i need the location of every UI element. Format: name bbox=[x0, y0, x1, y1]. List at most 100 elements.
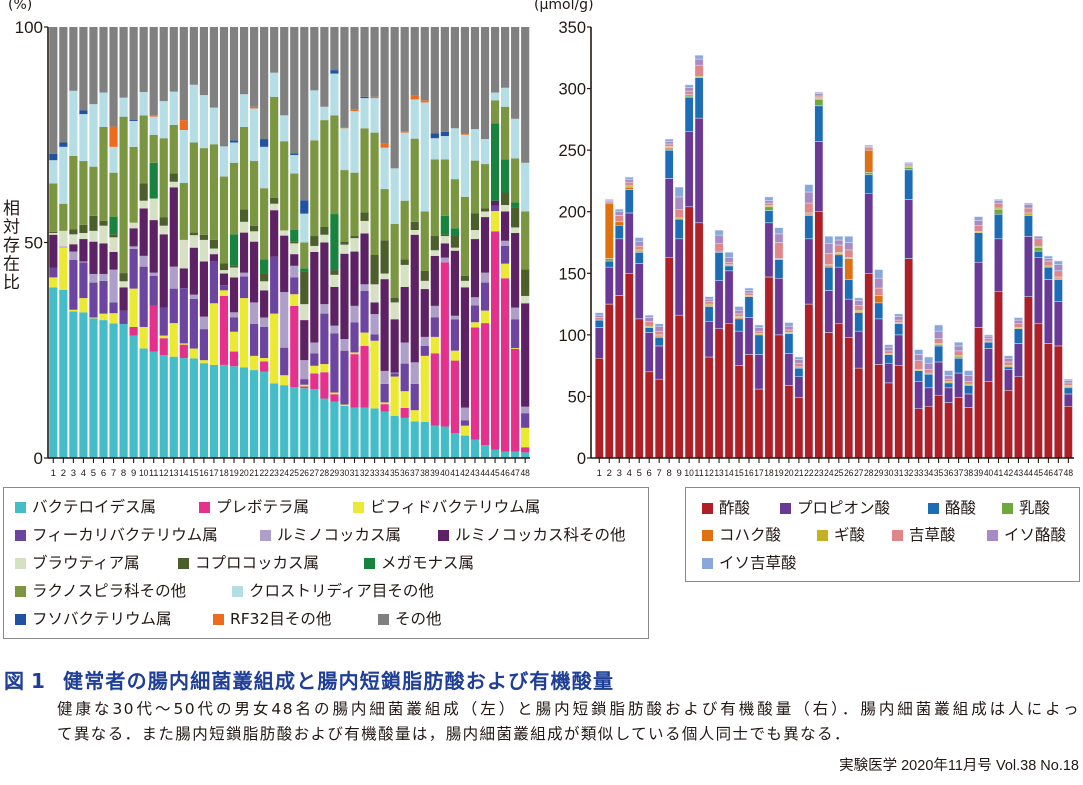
bar-segment bbox=[340, 404, 349, 406]
bar-segment bbox=[501, 159, 510, 193]
bar-segment bbox=[1044, 343, 1053, 459]
stacked-bar-42 bbox=[460, 27, 470, 458]
bar-segment bbox=[49, 277, 58, 288]
bar-segment bbox=[99, 220, 108, 226]
bar-segment bbox=[1044, 258, 1053, 262]
bar-segment bbox=[490, 231, 500, 450]
bar-segment bbox=[320, 226, 329, 235]
stacked-bar-17 bbox=[209, 27, 219, 458]
bar-segment bbox=[310, 353, 319, 366]
stacked-bar-48 bbox=[1064, 378, 1073, 459]
bar-segment bbox=[470, 322, 480, 328]
bar-segment bbox=[270, 210, 279, 257]
legend-swatch bbox=[987, 529, 998, 541]
bar-segment bbox=[340, 339, 349, 351]
microbiota-legend bbox=[3, 487, 649, 639]
bar-segment bbox=[704, 301, 714, 305]
stacked-bar-47 bbox=[1054, 260, 1063, 459]
bar-segment bbox=[614, 209, 624, 212]
x-tick-label: 24 bbox=[824, 468, 833, 479]
bar-segment bbox=[764, 210, 774, 224]
x-tick-label: 34 bbox=[380, 468, 389, 479]
bar-segment bbox=[804, 303, 814, 459]
bar-segment bbox=[1014, 319, 1023, 325]
bar-segment bbox=[149, 351, 158, 458]
bar-segment bbox=[874, 277, 884, 289]
bar-segment bbox=[450, 128, 459, 180]
bar-segment bbox=[490, 92, 500, 101]
legend-label: ギ酸 bbox=[834, 526, 866, 544]
bar-segment bbox=[644, 371, 654, 459]
x-tick-label: 4 bbox=[81, 468, 86, 479]
bar-segment bbox=[994, 200, 1003, 204]
bar-segment bbox=[340, 170, 349, 242]
x-tick-label: 42 bbox=[1004, 468, 1013, 479]
bar-segment bbox=[179, 288, 188, 344]
bar-segment bbox=[380, 411, 389, 458]
bar-segment bbox=[390, 415, 399, 458]
bar-segment bbox=[330, 392, 339, 395]
bar-segment bbox=[501, 205, 510, 212]
bar-segment bbox=[119, 97, 128, 117]
bar-segment bbox=[1004, 369, 1013, 391]
bar-segment bbox=[310, 140, 319, 237]
bar-segment bbox=[149, 220, 158, 273]
bar-segment bbox=[490, 205, 500, 212]
bar-segment bbox=[400, 342, 409, 364]
legend-item-bacteroides: バクテロイデス属 bbox=[15, 497, 156, 517]
bar-segment bbox=[169, 124, 178, 174]
bar-segment bbox=[310, 373, 319, 390]
bar-segment bbox=[764, 276, 774, 459]
bar-segment bbox=[634, 237, 644, 242]
bar-segment bbox=[169, 187, 178, 267]
legend-label: ビフィドバクテリウム属 bbox=[370, 498, 541, 516]
y-tick-label: 0 bbox=[577, 450, 586, 468]
bar-segment bbox=[370, 302, 379, 315]
x-tick-label: 11 bbox=[149, 468, 158, 479]
legend-swatch bbox=[232, 585, 243, 597]
x-tick-label: 14 bbox=[179, 468, 188, 479]
bar-segment bbox=[410, 383, 419, 411]
bar-segment bbox=[774, 277, 784, 336]
bar-segment bbox=[654, 345, 664, 380]
bar-segment bbox=[229, 162, 239, 235]
bar-segment bbox=[320, 304, 329, 314]
bar-segment bbox=[400, 259, 409, 265]
bar-segment bbox=[390, 297, 399, 303]
stacked-bar-37 bbox=[954, 342, 963, 459]
bar-segment bbox=[764, 206, 774, 211]
bar-segment bbox=[129, 120, 138, 147]
bar-segment bbox=[480, 27, 490, 140]
bar-segment bbox=[734, 313, 744, 317]
bar-segment bbox=[470, 129, 480, 161]
bar-segment bbox=[420, 336, 429, 346]
bar-segment bbox=[250, 302, 259, 324]
stacked-bar-41 bbox=[994, 199, 1003, 459]
bar-segment bbox=[370, 334, 379, 341]
bar-segment bbox=[420, 100, 429, 103]
bar-segment bbox=[320, 398, 329, 458]
bar-segment bbox=[664, 257, 674, 459]
bar-segment bbox=[270, 72, 279, 97]
bar-segment bbox=[1014, 328, 1023, 344]
bar-segment bbox=[239, 27, 249, 95]
bar-segment bbox=[450, 247, 459, 251]
bar-segment bbox=[924, 362, 933, 370]
bar-segment bbox=[260, 361, 269, 372]
bar-segment bbox=[994, 209, 1003, 215]
x-tick-label: 43 bbox=[470, 468, 479, 479]
bar-segment bbox=[229, 27, 239, 141]
bar-segment bbox=[490, 211, 500, 232]
stacked-bar-38 bbox=[420, 27, 429, 458]
bar-segment bbox=[350, 172, 359, 237]
x-tick-label: 38 bbox=[964, 468, 973, 479]
bar-segment bbox=[290, 254, 299, 266]
bar-segment bbox=[654, 325, 664, 332]
bar-segment bbox=[1014, 323, 1023, 328]
bar-segment bbox=[410, 410, 419, 422]
bar-segment bbox=[119, 273, 128, 282]
bar-segment bbox=[189, 358, 198, 458]
stacked-bar-24 bbox=[824, 236, 834, 459]
legend-item-coprococcus: コプロコッカス属 bbox=[178, 553, 319, 573]
bar-segment bbox=[744, 317, 754, 355]
